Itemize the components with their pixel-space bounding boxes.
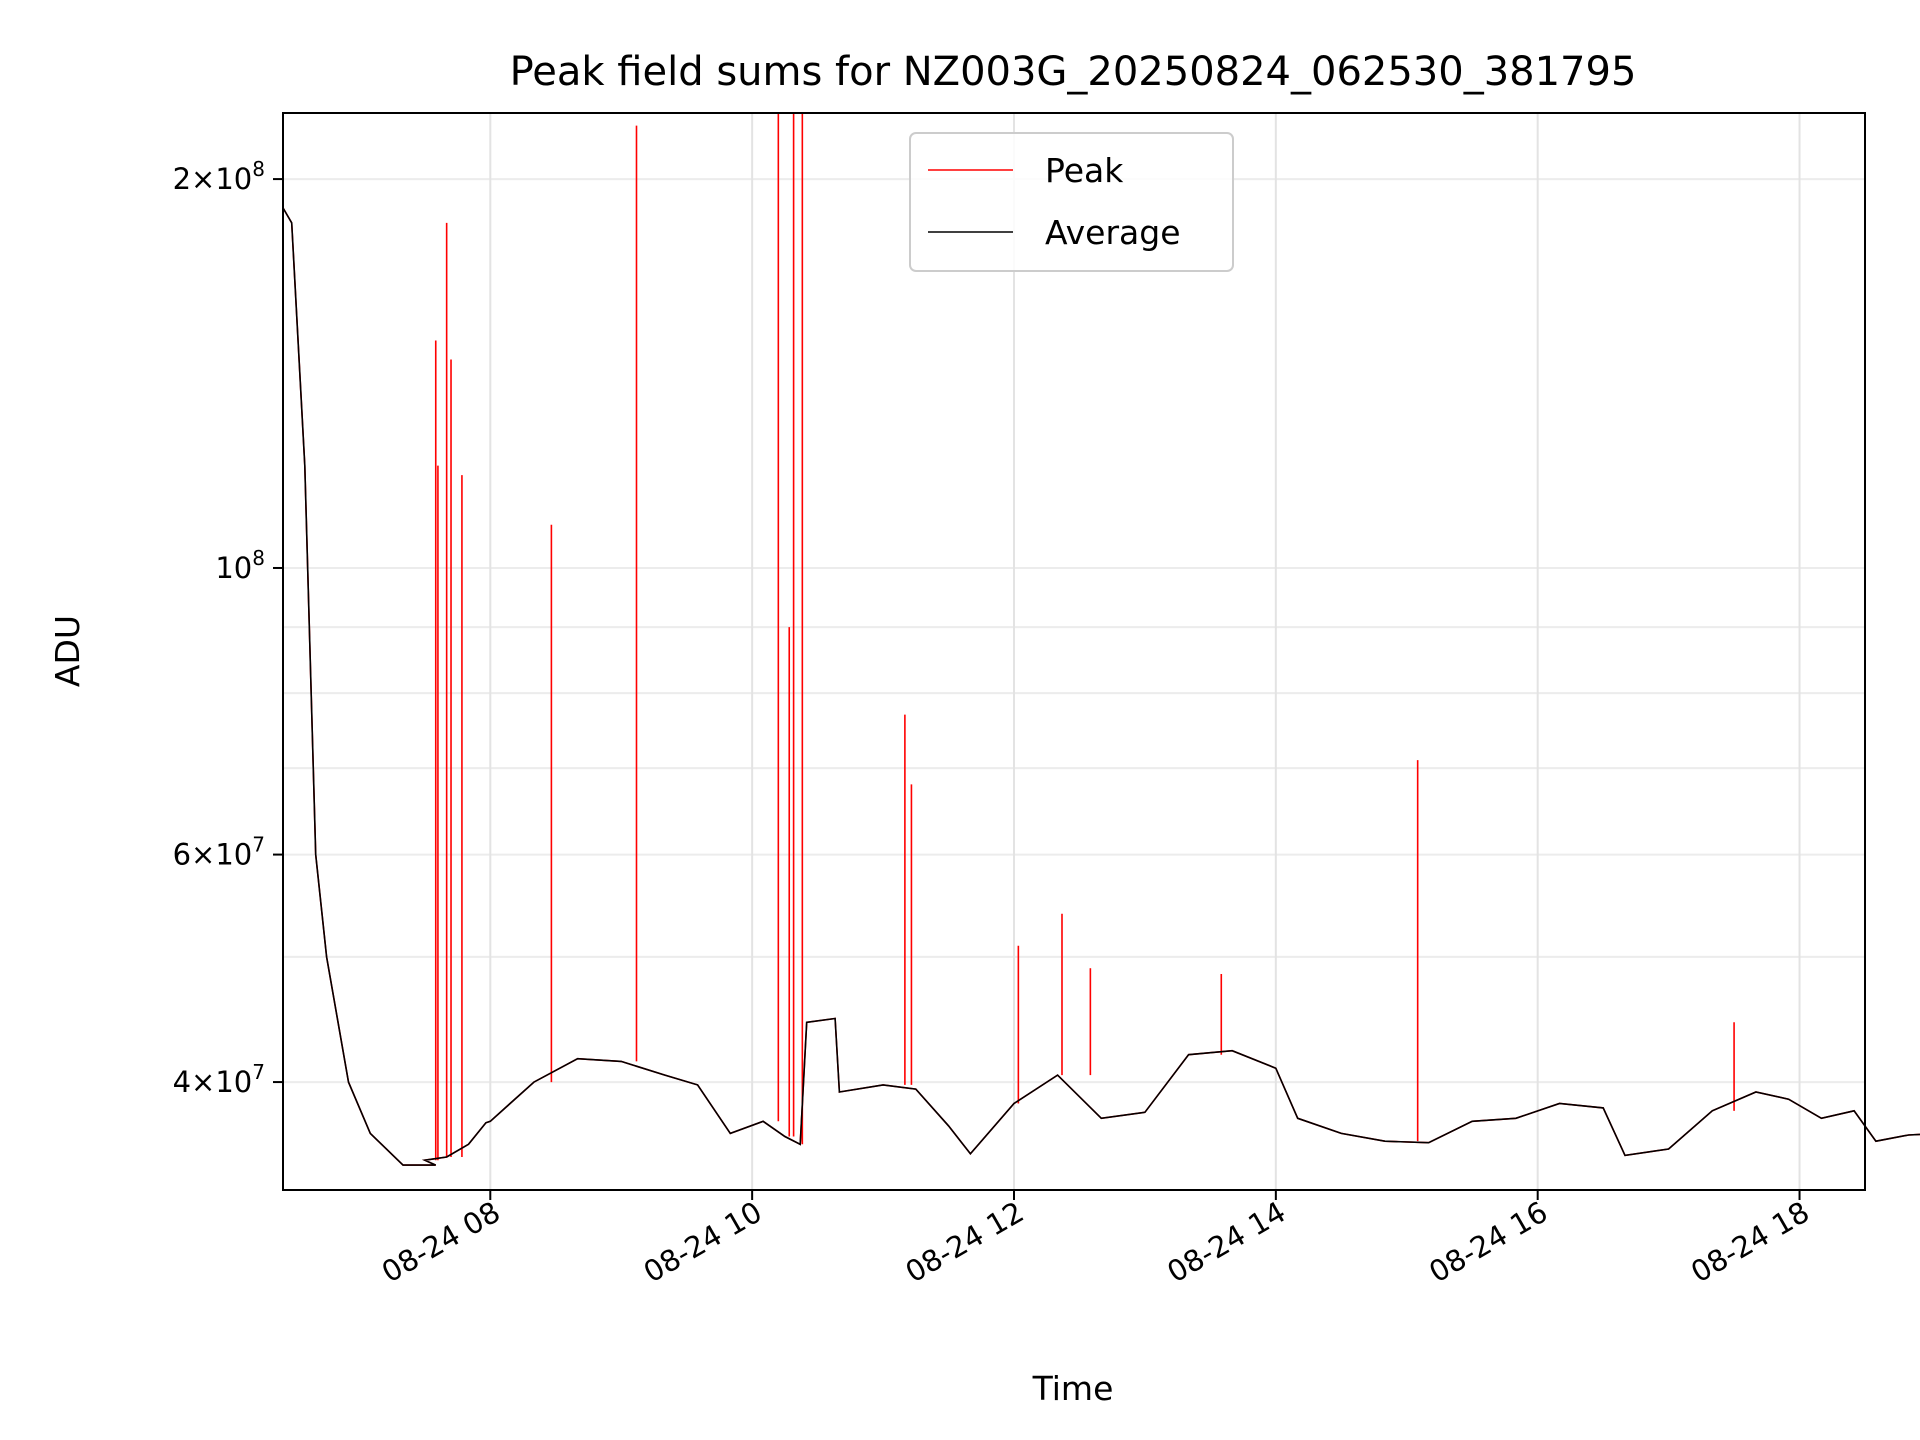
- plot-frame: [282, 112, 1866, 1191]
- average-series-line: [282, 207, 1920, 1166]
- x-tick-label: 08-24 08: [376, 1195, 506, 1290]
- y-tick-label: 108: [215, 546, 265, 585]
- x-axis: 08-24 08 08-24 10 08-24 12 08-24 14 08-24 16…: [376, 1190, 1815, 1289]
- y-axis-label: ADU: [48, 615, 87, 687]
- legend: Peak Average: [909, 132, 1234, 272]
- y-axis: 4×107 6×107 108 2×108: [173, 157, 283, 1099]
- legend-label-peak: Peak: [1045, 151, 1124, 190]
- x-axis-label: Time: [1032, 1369, 1114, 1408]
- chart-title: Peak field sums for NZ003G_20250824_0625…: [510, 49, 1637, 95]
- x-tick-label: 08-24 18: [1685, 1195, 1815, 1290]
- grid: [283, 113, 1865, 1190]
- legend-label-average: Average: [1045, 213, 1181, 252]
- legend-box: [909, 132, 1234, 272]
- y-tick-label: 6×107: [173, 833, 265, 872]
- y-tick-label: 2×108: [173, 157, 265, 196]
- x-tick-label: 08-24 10: [638, 1195, 768, 1290]
- series-layer: [282, 113, 1920, 1166]
- y-tick-label: 4×107: [173, 1060, 265, 1099]
- x-tick-label: 08-24 16: [1423, 1195, 1553, 1290]
- x-tick-label: 08-24 14: [1161, 1195, 1291, 1290]
- x-tick-label: 08-24 12: [900, 1195, 1030, 1290]
